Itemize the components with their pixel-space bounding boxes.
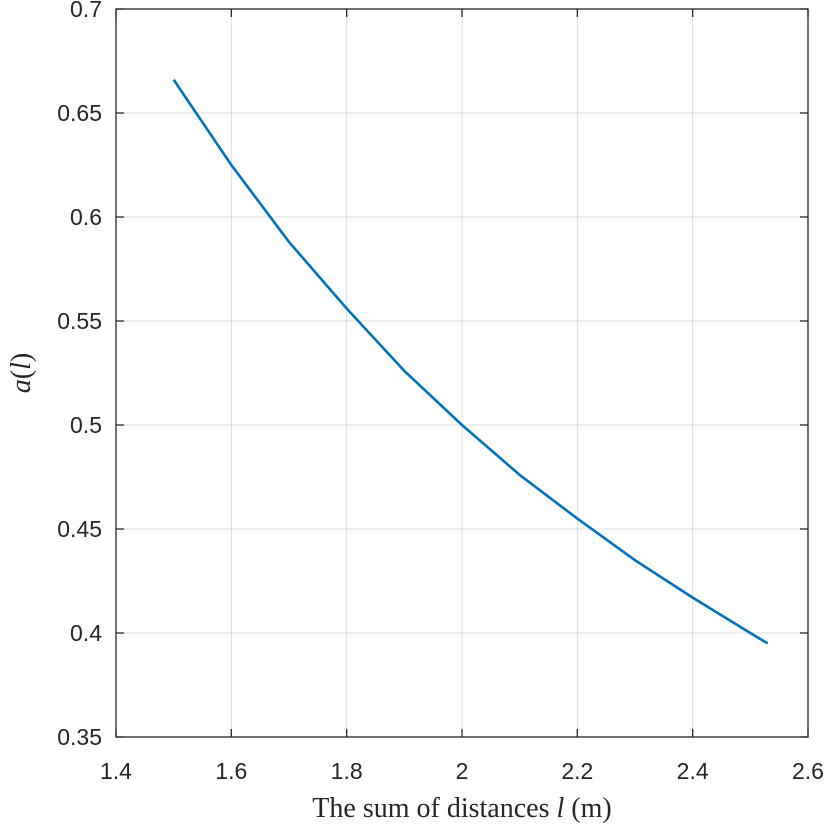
- ticks: 1.4 1.6 1.8 2 2.2 2.4 2.6 0.35 0.4 0.45 0.5 0.55 0.6…: [57, 0, 824, 784]
- y-tick-label: 0.4: [70, 620, 102, 646]
- x-tick-label: 1.4: [100, 758, 132, 784]
- series-layer: [172, 78, 769, 645]
- series-line: [172, 78, 769, 645]
- y-tick-label: 0.6: [70, 204, 102, 230]
- y-tick-label: 0.35: [57, 724, 102, 750]
- x-tick-label: 2: [456, 758, 469, 784]
- y-tick-label: 0.45: [57, 516, 102, 542]
- y-tick-label: 0.5: [70, 412, 102, 438]
- x-tick-label: 1.6: [215, 758, 247, 784]
- x-tick-label: 2.2: [561, 758, 593, 784]
- y-tick-label: 0.65: [57, 100, 102, 126]
- x-tick-label: 1.8: [331, 758, 363, 784]
- x-axis-label: The sum of distances l (m): [312, 793, 611, 824]
- y-tick-label: 0.55: [57, 308, 102, 334]
- y-tick-label: 0.7: [70, 0, 102, 22]
- x-tick-label: 2.4: [677, 758, 709, 784]
- y-axis-label: a(l): [6, 353, 37, 393]
- x-tick-label: 2.6: [792, 758, 824, 784]
- plot-area: [116, 9, 808, 737]
